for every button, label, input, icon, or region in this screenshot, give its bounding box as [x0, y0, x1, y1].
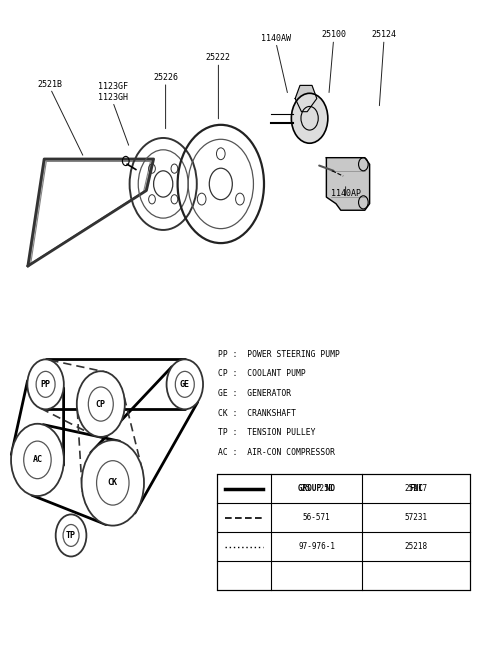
Text: PP: PP	[41, 380, 50, 389]
Text: PP :  POWER STEERING PUMP: PP : POWER STEERING PUMP	[218, 350, 340, 359]
Bar	[217, 474, 470, 590]
Text: 57231: 57231	[405, 513, 428, 522]
Text: 25217: 25217	[405, 484, 428, 493]
Text: 97-976-1: 97-976-1	[298, 542, 336, 551]
Text: AC: AC	[33, 455, 42, 464]
Polygon shape	[295, 85, 317, 112]
Text: TP: TP	[66, 531, 76, 540]
Text: CK :  CRANKSHAFT: CK : CRANKSHAFT	[218, 409, 296, 418]
Text: 25124: 25124	[372, 30, 396, 39]
Circle shape	[175, 371, 194, 397]
Text: 25218: 25218	[405, 542, 428, 551]
Circle shape	[82, 440, 144, 526]
Text: CK: CK	[108, 478, 118, 487]
Text: AC :  AIR-CON COMPRESSOR: AC : AIR-CON COMPRESSOR	[218, 448, 336, 457]
Polygon shape	[326, 158, 370, 210]
Circle shape	[63, 524, 79, 547]
Circle shape	[27, 359, 64, 409]
Text: FNC: FNC	[409, 484, 423, 493]
Circle shape	[24, 441, 51, 479]
Text: TP :  TENSION PULLEY: TP : TENSION PULLEY	[218, 428, 316, 438]
Circle shape	[36, 371, 55, 397]
Text: 25226: 25226	[153, 73, 178, 82]
Text: CP :  COOLANT PUMP: CP : COOLANT PUMP	[218, 369, 306, 378]
Text: 2521B: 2521B	[38, 79, 63, 89]
Text: 1140AP: 1140AP	[331, 189, 360, 198]
Text: 1123GF
1123GH: 1123GF 1123GH	[98, 82, 128, 102]
Text: GE :  GENERATOR: GE : GENERATOR	[218, 389, 291, 398]
Circle shape	[291, 93, 328, 143]
Text: CP: CP	[96, 399, 106, 409]
Circle shape	[167, 359, 203, 409]
Text: GROUP NO: GROUP NO	[298, 484, 336, 493]
Text: GE: GE	[180, 380, 190, 389]
Text: 56-571: 56-571	[303, 513, 331, 522]
Circle shape	[96, 461, 129, 505]
Text: 25100: 25100	[321, 30, 346, 39]
Text: 25  251: 25 251	[300, 484, 333, 493]
Circle shape	[77, 371, 125, 437]
Circle shape	[11, 424, 64, 496]
Text: 25222: 25222	[206, 53, 231, 62]
Circle shape	[56, 514, 86, 556]
Circle shape	[88, 387, 113, 421]
Text: 1140AW: 1140AW	[261, 34, 291, 43]
